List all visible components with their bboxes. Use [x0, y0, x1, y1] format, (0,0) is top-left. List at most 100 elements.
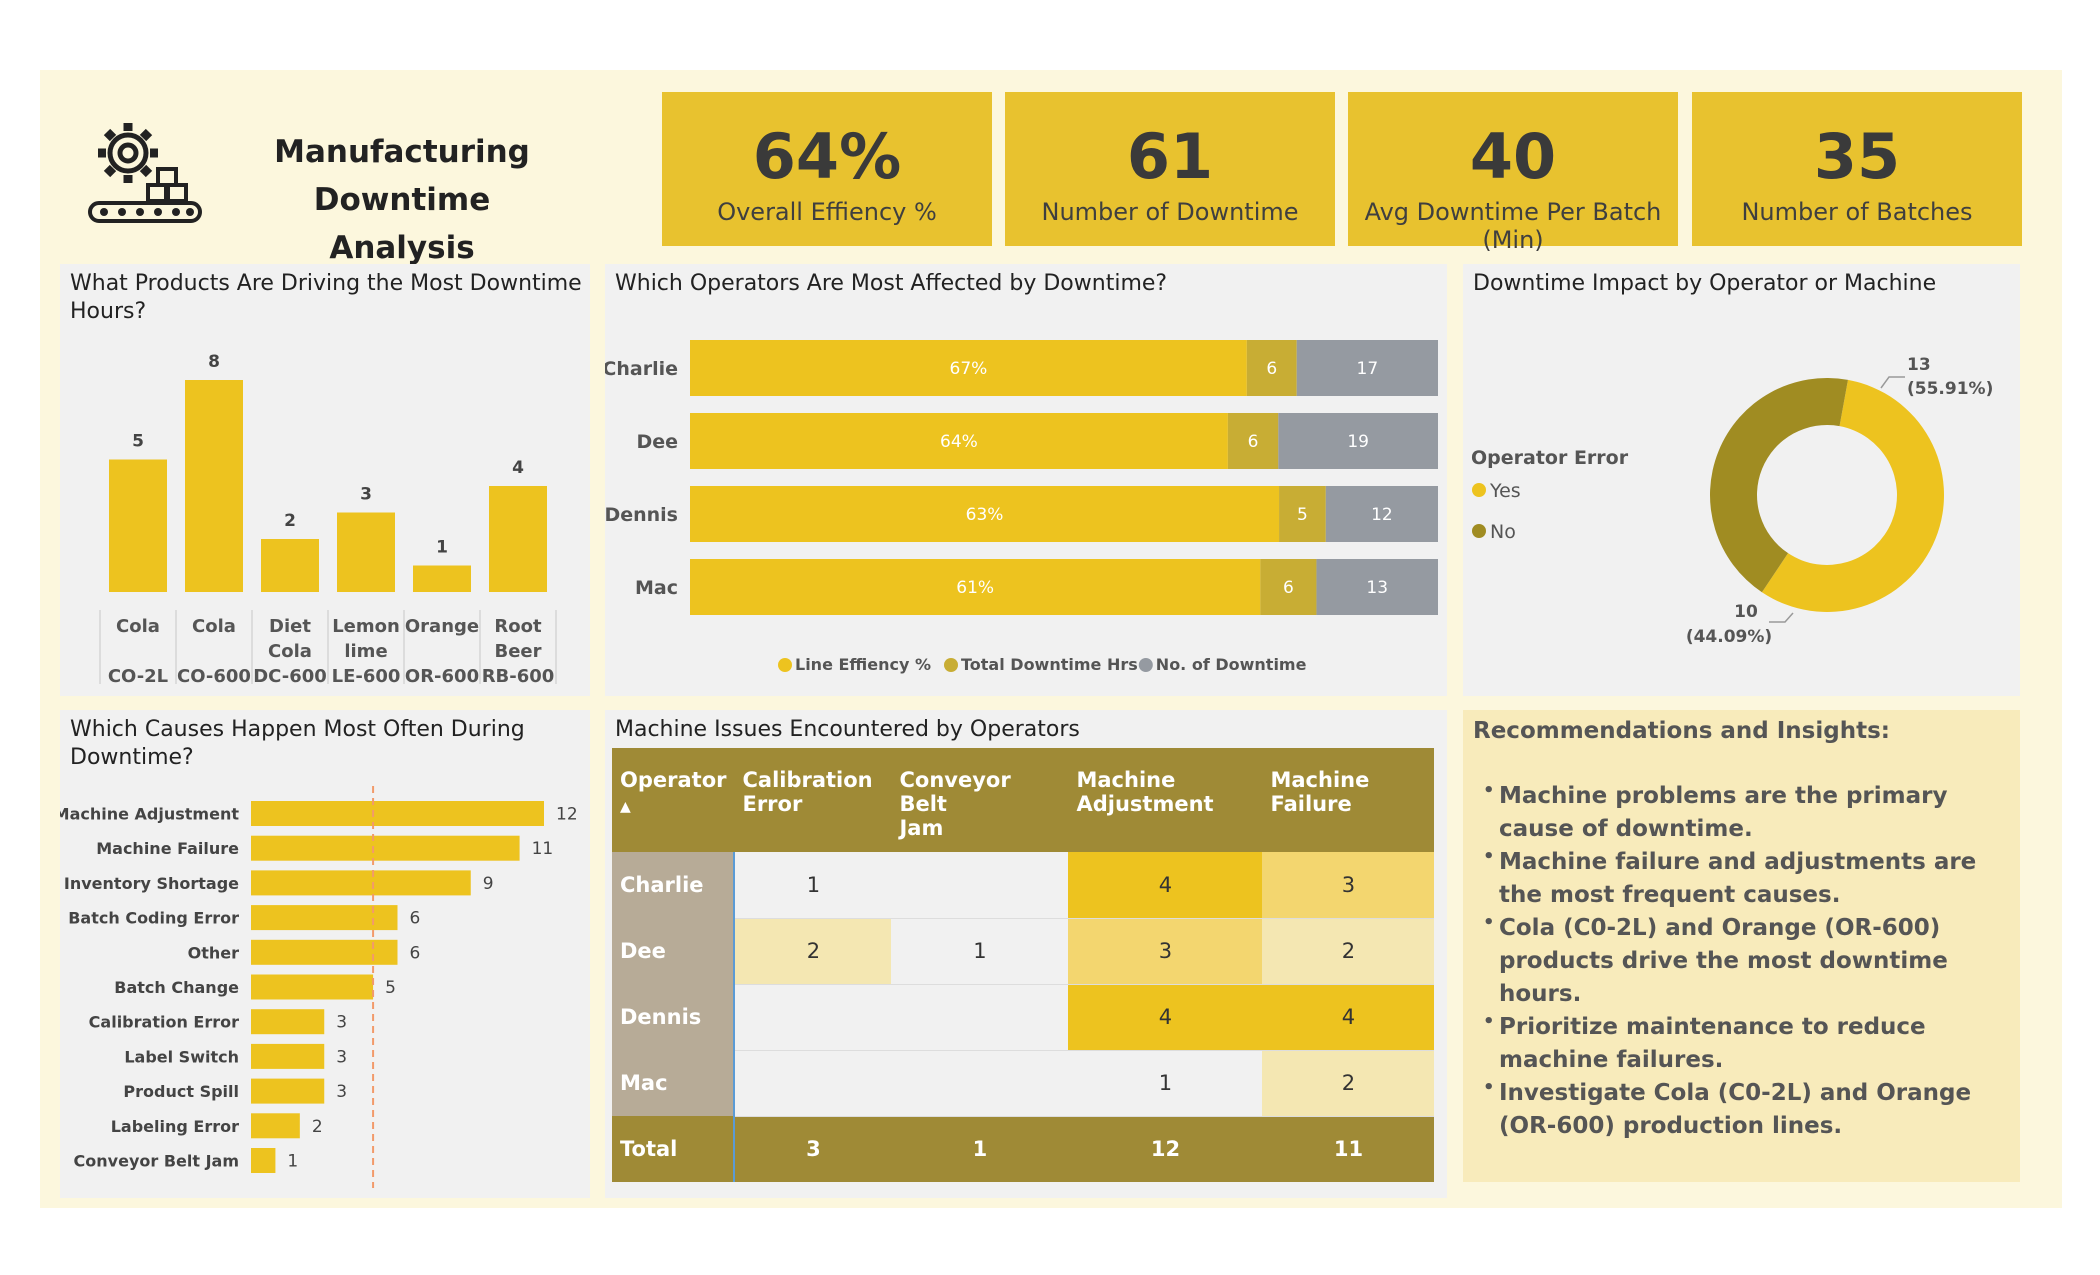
category-label: Cola: [192, 616, 236, 637]
segment-value-label: 12: [1371, 505, 1393, 525]
table-cell: 3: [1262, 852, 1435, 919]
table-cell: 1: [891, 918, 1069, 985]
segment-value-label: 61%: [956, 578, 994, 598]
recommendation-item: Machine problems are the primary cause o…: [1483, 774, 2013, 846]
column-header-label: Calibration: [742, 768, 873, 792]
cause-bar: [251, 939, 398, 965]
legend-label: No. of Downtime: [1156, 655, 1307, 674]
stacked-bar-segment: [690, 486, 1280, 542]
recommendation-item: Investigate Cola (C0-2L) and Orange (OR-…: [1483, 1071, 2013, 1143]
table-cell: [891, 984, 1069, 1051]
segment-value-label: 13: [1366, 578, 1388, 598]
table-cell: 4: [1068, 984, 1263, 1051]
bar-value-label: 4: [512, 458, 524, 478]
kpi-value: 40: [1469, 120, 1557, 193]
page-title-line1: Manufacturing Downtime: [274, 134, 530, 218]
column-header-calibration[interactable]: Calibration Error: [734, 748, 892, 852]
cause-bar: [251, 1043, 325, 1069]
bar-value-label: 11: [532, 839, 554, 859]
slice-percent-label: (55.91%): [1907, 379, 1993, 399]
legend-marker: [778, 658, 792, 672]
kpi-value: 35: [1813, 120, 1901, 193]
causes-chart-panel: Which Causes Happen Most Often During Do…: [54, 710, 590, 1198]
kpi-label: Number of Batches: [1741, 198, 1973, 226]
bar-value-label: 3: [360, 485, 372, 505]
slice-percent-label: (44.09%): [1686, 627, 1772, 647]
kpi-label: Overall Effiency %: [717, 198, 937, 226]
table-header-row: Operator ▲ Calibration Error Conveyor Belt…: [612, 748, 1435, 852]
cause-label: Machine Adjustment: [60, 805, 239, 824]
legend-label: No: [1490, 521, 1516, 543]
cause-label: Batch Change: [114, 978, 239, 997]
sub-category-label: CO-600: [177, 666, 251, 687]
stacked-bar-segment: [1325, 486, 1438, 542]
total-cell: 1: [891, 1116, 1069, 1182]
operator-label: Charlie: [605, 358, 678, 380]
product-bar: [489, 486, 547, 592]
table-cell: [891, 1050, 1069, 1117]
table-cell: 3: [1068, 918, 1263, 985]
segment-value-label: 64%: [940, 432, 978, 452]
stacked-bar-segment: [690, 340, 1247, 396]
bar-value-label: 12: [556, 805, 578, 825]
cause-bar: [251, 801, 544, 826]
table-row: Dennis 4 4: [612, 984, 1435, 1051]
kpi-label: Avg Downtime Per Batch (Min): [1364, 198, 1662, 254]
table-cell: 1: [734, 852, 892, 919]
bar-value-label: 2: [284, 511, 296, 531]
bar-value-label: 9: [483, 874, 494, 894]
operator-cell: Dee: [612, 918, 736, 984]
kpi-card-batches: 35 Number of Batches: [1692, 92, 2022, 246]
stacked-bar-segment: [1246, 340, 1297, 396]
legend-marker: [944, 658, 958, 672]
operators-chart-panel: Which Operators Are Most Affected by Dow…: [602, 264, 1447, 696]
bar-value-label: 6: [410, 943, 421, 963]
table-row: Mac 1 2: [612, 1050, 1435, 1117]
legend-marker: [1472, 483, 1486, 497]
category-label: Cola: [116, 616, 160, 637]
column-header-adjustment[interactable]: Machine Adjustment: [1068, 748, 1263, 852]
legend-label: Line Effiency %: [795, 655, 931, 674]
products-chart-title: What Products Are Driving the Most Downt…: [70, 271, 582, 324]
bar-value-label: 1: [436, 538, 448, 558]
cause-label: Calibration Error: [89, 1013, 239, 1032]
products-bar-chart: 5 Cola CO-2L 8 Cola CO-600 2 Diet Cola DC-600 3 Lem…: [99, 352, 557, 687]
sub-category-label: CO-2L: [108, 666, 168, 687]
category-label: Beer: [494, 641, 541, 662]
table-cell: 2: [1262, 918, 1435, 985]
column-header-label: Machine: [1076, 768, 1176, 792]
cause-label: Labeling Error: [111, 1117, 239, 1136]
category-label: Root: [494, 616, 542, 637]
operator-cell: Mac: [612, 1050, 736, 1116]
kpi-card-downtime-count: 61 Number of Downtime: [1005, 92, 1335, 246]
column-header-failure[interactable]: Machine Failure: [1262, 748, 1435, 852]
slice-value-label: 13: [1907, 355, 1931, 375]
recommendation-item: Cola (C0-2L) and Orange (OR-600) product…: [1483, 906, 2013, 1011]
segment-value-label: 63%: [966, 505, 1004, 525]
table-cell: 1: [1068, 1050, 1263, 1117]
product-bar: [261, 539, 319, 592]
stacked-bar-segment: [690, 559, 1261, 615]
kpi-card-avg-downtime: 40 Avg Downtime Per Batch (Min): [1348, 92, 1678, 254]
column-header-operator[interactable]: Operator ▲: [612, 748, 735, 852]
table-total-row: Total 3 1 12 11: [612, 1116, 1435, 1182]
bar-value-label: 1: [287, 1152, 298, 1172]
legend-label: Yes: [1489, 480, 1521, 502]
column-header-label: Error: [742, 792, 803, 816]
kpi-value: 64%: [752, 120, 902, 193]
gear-conveyor-icon: [88, 123, 202, 223]
table-cell: [734, 1050, 892, 1117]
column-header-conveyor[interactable]: Conveyor Belt Jam: [891, 748, 1069, 852]
legend-label: Total Downtime Hrs: [961, 655, 1138, 674]
table-cell: [734, 984, 892, 1051]
bar-value-label: 3: [336, 1013, 347, 1033]
page-title: Manufacturing Downtime Analysis: [192, 128, 612, 272]
total-cell: 11: [1262, 1116, 1435, 1182]
total-cell: 12: [1068, 1116, 1263, 1182]
category-label: Diet: [269, 616, 311, 637]
total-cell: 3: [734, 1116, 892, 1182]
operator-label: Dee: [636, 431, 678, 453]
legend-title: Operator Error: [1471, 447, 1629, 469]
bar-value-label: 5: [132, 432, 144, 452]
sub-category-label: DC-600: [253, 666, 327, 687]
